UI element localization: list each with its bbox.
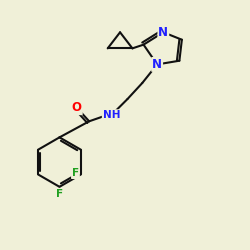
- Text: NH: NH: [103, 110, 120, 120]
- Text: N: N: [158, 26, 168, 39]
- Text: N: N: [152, 58, 162, 71]
- Text: O: O: [72, 101, 82, 114]
- Text: F: F: [72, 168, 79, 178]
- Text: F: F: [56, 189, 63, 199]
